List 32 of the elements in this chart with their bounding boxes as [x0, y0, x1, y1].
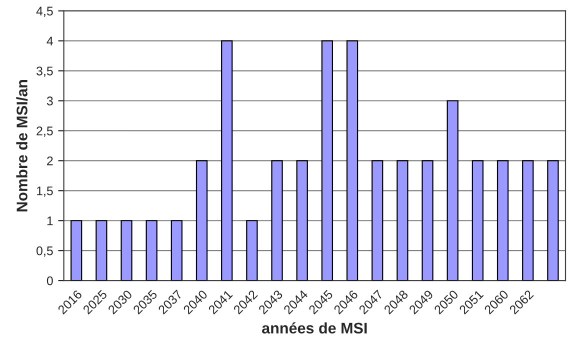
y-tick-label: 1,5: [36, 186, 53, 197]
bar: [196, 160, 208, 281]
bar: [346, 40, 358, 281]
y-tick-label: 0,5: [36, 246, 53, 257]
bar: [120, 220, 132, 281]
bar: [496, 160, 509, 281]
bar: [70, 220, 82, 281]
bar: [396, 160, 408, 281]
y-tick-label: 4,5: [36, 6, 53, 17]
y-axis-title: Nombre de MSI/an: [16, 80, 28, 212]
bar: [372, 160, 384, 281]
bar: [146, 220, 158, 281]
bar: [221, 40, 233, 281]
y-tick-label: 3,5: [36, 66, 53, 77]
bar: [296, 160, 308, 281]
y-tick-label: 3: [46, 96, 53, 106]
y-tick-label: 2: [47, 156, 53, 166]
bar: [547, 160, 559, 281]
bar: [422, 160, 434, 281]
y-tick-label: 2,5: [36, 126, 53, 137]
y-tick-label: 1: [47, 216, 53, 226]
bar: [96, 220, 108, 281]
y-tick-label: 4: [46, 36, 54, 46]
bar: [446, 100, 458, 281]
bar: [271, 160, 283, 281]
x-axis-title: années de MSI: [262, 322, 367, 334]
bar: [170, 220, 183, 281]
bar: [472, 160, 484, 281]
bar: [321, 40, 334, 281]
bar: [246, 220, 258, 281]
y-tick-label: 0: [46, 276, 53, 286]
bar: [522, 160, 534, 281]
